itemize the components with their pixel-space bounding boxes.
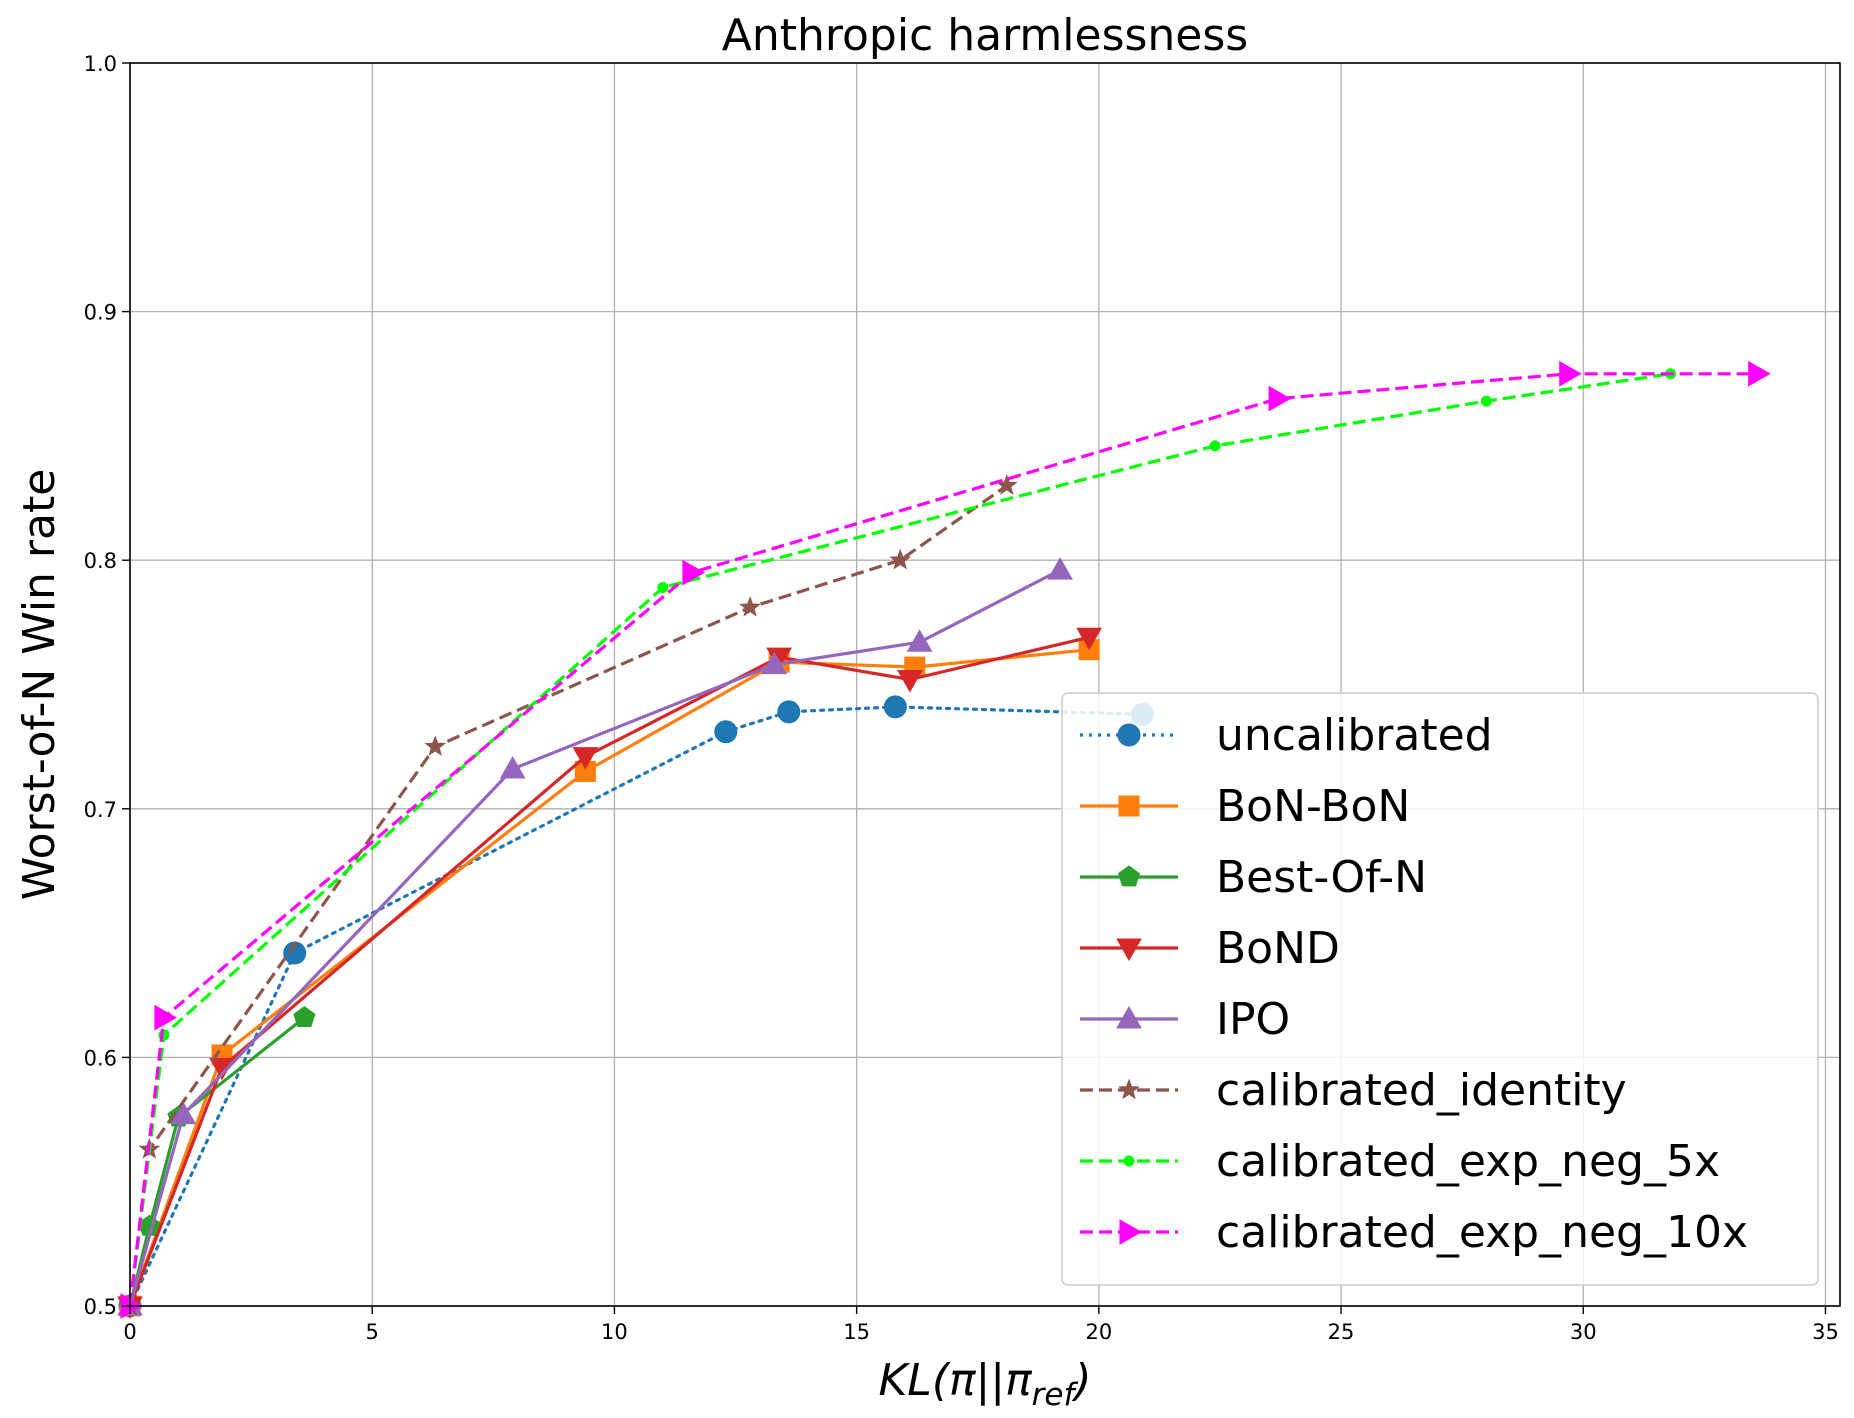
legend-box bbox=[1061, 692, 1819, 1286]
data-point-triangle-down bbox=[1116, 938, 1142, 962]
legend-label: calibrated_identity bbox=[1216, 1065, 1627, 1116]
data-point-triangle-up bbox=[1116, 1005, 1142, 1029]
data-point-triangle-down bbox=[572, 747, 599, 770]
y-tick-label: 0.5 bbox=[84, 1295, 117, 1319]
series-line bbox=[128, 635, 1090, 1307]
y-tick-label: 0.8 bbox=[84, 549, 117, 573]
y-tick-label: 0.7 bbox=[84, 798, 117, 822]
legend-label: calibrated_exp_neg_5x bbox=[1216, 1136, 1720, 1187]
data-point-circle bbox=[1117, 723, 1141, 747]
x-axis-label: KL(π||πref) bbox=[878, 1355, 1091, 1413]
legend: uncalibrated BoN-BoN Best-Of-N BoND IPO calib… bbox=[1061, 692, 1819, 1286]
data-point-triangle-right bbox=[1119, 1219, 1143, 1245]
x-tick-label: 35 bbox=[1812, 1320, 1839, 1344]
legend-entry-uncalibrated: uncalibrated bbox=[1080, 710, 1493, 761]
data-point-star bbox=[889, 548, 912, 570]
x-tick-label: 0 bbox=[123, 1320, 136, 1344]
legend-entries: uncalibrated BoN-BoN Best-Of-N BoND IPO calib… bbox=[1080, 710, 1748, 1258]
legend-label: BoND bbox=[1216, 923, 1340, 974]
x-tick-label: 30 bbox=[1570, 1320, 1597, 1344]
data-point-circle bbox=[883, 695, 907, 719]
data-point-pentagon bbox=[1117, 865, 1141, 887]
data-point-star bbox=[424, 735, 447, 756]
y-tick-label: 0.9 bbox=[84, 301, 117, 325]
data-point-dot bbox=[657, 582, 669, 594]
x-axis-label-close: ) bbox=[1071, 1355, 1091, 1406]
data-point-circle bbox=[777, 700, 801, 724]
data-point-triangle-right bbox=[1748, 360, 1771, 387]
data-point-triangle-right bbox=[1268, 385, 1292, 412]
data-point-triangle-up bbox=[761, 651, 788, 675]
legend-label: Best-Of-N bbox=[1216, 852, 1427, 903]
data-point-triangle-down bbox=[897, 670, 923, 693]
legend-entry-calibrated_exp_neg_5x: calibrated_exp_neg_5x bbox=[1080, 1136, 1720, 1187]
data-point-dot bbox=[1123, 1155, 1135, 1167]
data-point-triangle-up bbox=[499, 756, 526, 779]
y-axis-label: Worst-of-N Win rate bbox=[14, 469, 65, 901]
data-point-triangle-up bbox=[1047, 557, 1073, 580]
data-point-triangle-up bbox=[906, 629, 933, 652]
series-IPO bbox=[117, 557, 1073, 1316]
data-point-triangle-right bbox=[1559, 360, 1582, 387]
data-point-star bbox=[1118, 1078, 1140, 1100]
legend-entry-calibrated_exp_neg_10x: calibrated_exp_neg_10x bbox=[1080, 1207, 1748, 1258]
data-point-dot bbox=[1209, 440, 1221, 452]
series-line bbox=[128, 372, 1671, 1307]
chart-title: Anthropic harmlessness bbox=[722, 10, 1248, 61]
data-point-triangle-down bbox=[1076, 627, 1103, 651]
data-point-star bbox=[739, 595, 761, 617]
data-point-dot bbox=[1480, 395, 1492, 407]
x-tick-label: 10 bbox=[601, 1320, 628, 1344]
legend-entry-BoN-BoN: BoN-BoN bbox=[1080, 781, 1410, 832]
x-tick-label: 5 bbox=[366, 1320, 379, 1344]
legend-label: uncalibrated bbox=[1216, 710, 1493, 761]
x-tick-label: 25 bbox=[1328, 1320, 1355, 1344]
legend-label: BoN-BoN bbox=[1216, 781, 1410, 832]
data-point-triangle-right bbox=[682, 559, 705, 586]
y-tick-label: 1.0 bbox=[84, 52, 117, 76]
legend-entry-IPO: IPO bbox=[1080, 994, 1290, 1045]
data-point-square bbox=[1118, 795, 1140, 817]
legend-entry-Best-Of-N: Best-Of-N bbox=[1080, 852, 1427, 903]
data-point-circle bbox=[714, 720, 738, 744]
x-axis-label-subscript: ref bbox=[1032, 1377, 1079, 1413]
ticks: 0 5 10 15 20 25 30 35 0.5 0.6 0.7 0.8 0.9 1.0 bbox=[84, 52, 1839, 1344]
x-tick-label: 20 bbox=[1085, 1320, 1112, 1344]
x-tick-label: 15 bbox=[843, 1320, 870, 1344]
series-line bbox=[128, 568, 1061, 1307]
data-point-triangle-up bbox=[170, 1101, 197, 1125]
plot-frame bbox=[129, 62, 1841, 1307]
legend-label: calibrated_exp_neg_10x bbox=[1216, 1207, 1748, 1258]
legend-entry-calibrated_identity: calibrated_identity bbox=[1080, 1065, 1627, 1116]
legend-entry-BoND: BoND bbox=[1080, 923, 1340, 974]
x-axis-label-main: KL(π||π bbox=[878, 1355, 1033, 1406]
data-point-pentagon bbox=[293, 1005, 316, 1027]
y-tick-label: 0.6 bbox=[84, 1046, 117, 1070]
data-point-triangle-right bbox=[154, 1004, 177, 1031]
legend-label: IPO bbox=[1216, 994, 1290, 1045]
series-line bbox=[128, 484, 1008, 1307]
series-line bbox=[128, 705, 1145, 1308]
